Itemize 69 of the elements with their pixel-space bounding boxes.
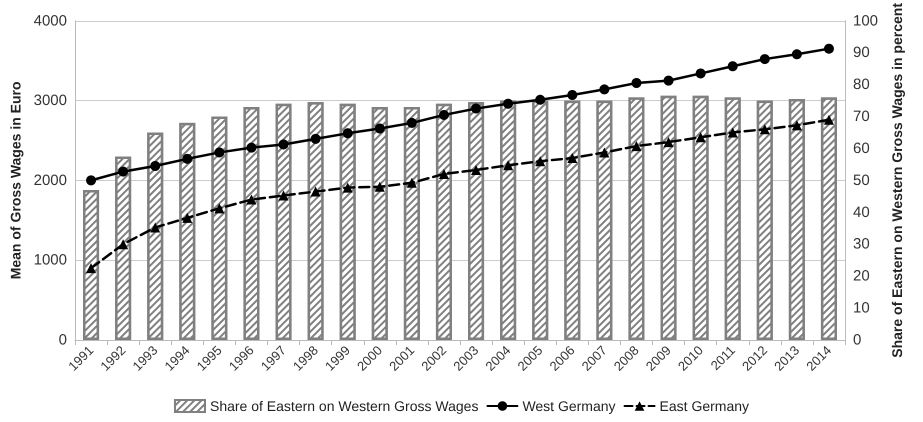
y2-tick-label: 30 [853, 236, 870, 253]
y-axis-title: Mean of Gross Wages in Euro [8, 81, 24, 280]
y2-tick-label: 40 [853, 204, 870, 221]
point [374, 124, 385, 134]
y2-axis-title: Share of Eastern on Western Gross Wages in percent [889, 2, 905, 358]
point [631, 78, 642, 88]
y2-tick-label: 10 [853, 300, 870, 317]
point [664, 137, 674, 148]
point [728, 127, 738, 138]
point [792, 49, 802, 60]
point [214, 147, 224, 158]
point [471, 165, 482, 176]
point [406, 178, 417, 188]
point [728, 61, 738, 72]
point [503, 160, 514, 170]
point [535, 156, 546, 166]
point [471, 104, 482, 114]
y-tick-label: 1000 [34, 252, 67, 269]
point [150, 222, 160, 232]
point [86, 263, 96, 274]
point [438, 169, 449, 179]
y-tick-label: 4000 [34, 12, 67, 30]
point [760, 124, 770, 134]
point [760, 54, 770, 64]
point [438, 110, 449, 120]
point [182, 154, 192, 164]
point [535, 94, 546, 105]
legend-label: West Germany [522, 398, 616, 414]
y2-tick-label: 80 [853, 76, 870, 94]
y-tick-label: 2000 [34, 172, 67, 189]
y2-tick-label: 100 [853, 12, 878, 30]
y2-tick-label: 20 [853, 268, 870, 285]
point [214, 203, 224, 214]
point [246, 142, 256, 153]
point [792, 120, 802, 130]
point [246, 194, 256, 205]
point [599, 147, 610, 158]
y2-tick-label: 60 [853, 140, 870, 157]
point [118, 239, 128, 250]
y-tick-label: 0 [58, 332, 67, 348]
point [310, 186, 321, 197]
point [342, 128, 353, 138]
point [310, 134, 321, 144]
point [150, 161, 160, 172]
point [374, 182, 385, 192]
point [86, 175, 96, 186]
point [278, 139, 289, 150]
point [567, 90, 578, 100]
y-tick-label: 3000 [34, 92, 67, 110]
point [342, 182, 353, 193]
point [696, 68, 706, 78]
y2-tick-label: 0 [853, 332, 862, 348]
point [182, 212, 192, 223]
legend-label: East Germany [660, 398, 750, 414]
point [599, 84, 610, 94]
point [567, 153, 578, 164]
legend-label: Share of Eastern on Western Gross Wages [210, 398, 478, 414]
point [278, 190, 289, 201]
point [664, 76, 674, 86]
point [406, 118, 417, 128]
point [118, 166, 128, 177]
y2-tick-label: 70 [853, 108, 870, 126]
point [824, 114, 834, 125]
point [631, 141, 642, 152]
point [696, 132, 706, 142]
y2-tick-label: 50 [853, 172, 870, 189]
point [503, 98, 514, 109]
y2-tick-label: 90 [853, 44, 870, 62]
point [824, 44, 834, 54]
